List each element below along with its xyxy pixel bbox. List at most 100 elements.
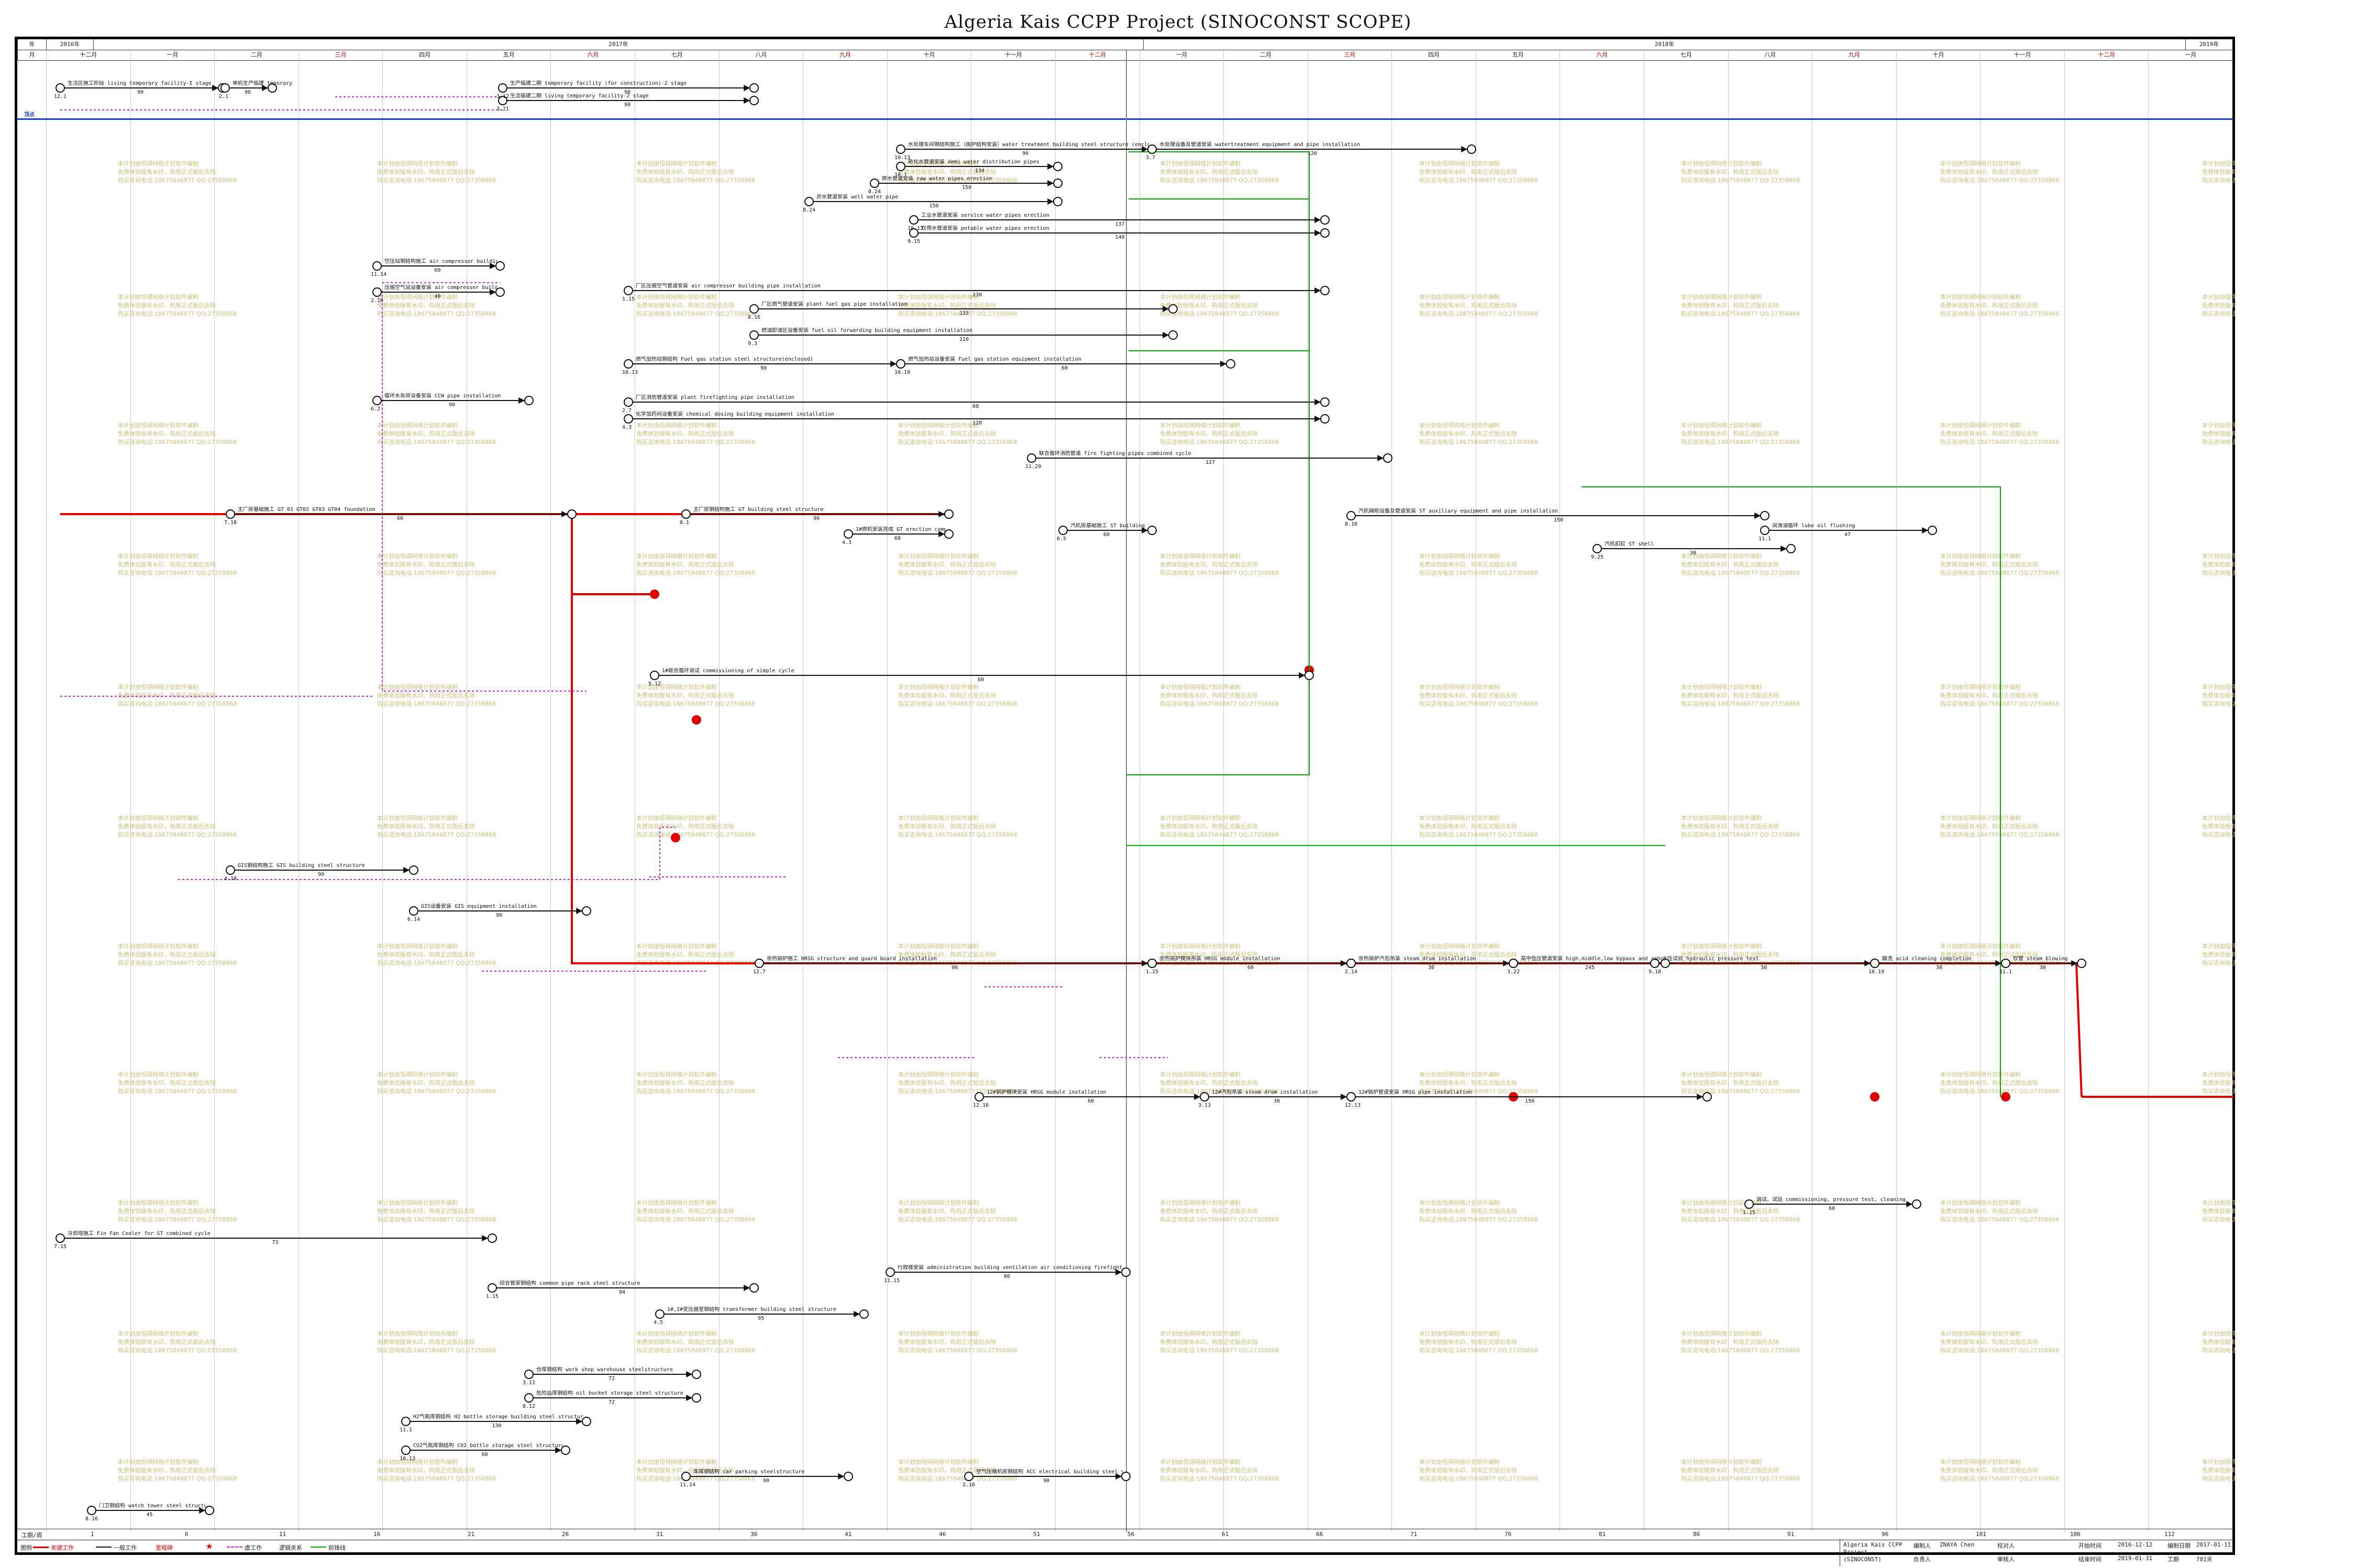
watermark-line: 免费体验版有水印，购用正式版后去除 xyxy=(377,823,475,830)
watermark-line: 购买咨询电话:18675848877 QQ:27358868 xyxy=(898,1088,1017,1095)
watermark-line: 免费体验版有水印，购用正式版后去除 xyxy=(636,1080,734,1086)
watermark-line: 购买咨询电话:18675848877 QQ:27358868 xyxy=(1419,1216,1539,1223)
event-node xyxy=(844,1472,853,1481)
activity-label: 冷却塔施工 Fin Fan Cooler for ST combined cyc… xyxy=(68,1231,211,1237)
event-date: 11.15 xyxy=(884,1278,900,1284)
activity-label: 1#燃机安装完成 GT erection completion xyxy=(856,527,946,532)
watermark-line: 免费体验版有水印，购用正式版后去除 xyxy=(1160,951,1258,958)
watermark-line: 免费体验版有水印，购用正式版后去除 xyxy=(1419,430,1517,437)
watermark-line: 免费体验版有水印，购用正式版后去除 xyxy=(1681,1467,1779,1474)
watermark-block: 本计划由恒得网络计划软件编制免费体验版有水印，购用正式版后去除购买咨询电话:18… xyxy=(118,814,237,839)
make-value: 2017-01-11 xyxy=(2196,1541,2231,1548)
watermark-line: 本计划由恒得网络计划软件编制 xyxy=(1940,422,2021,429)
event-node xyxy=(582,1417,591,1426)
watermark-line: 本计划由恒得网络计划软件编制 xyxy=(118,1459,198,1465)
watermark-block: 本计划由恒得网络计划软件编制免费体验版有水印，购用正式版后去除购买咨询电话:18… xyxy=(1940,293,2059,318)
event-date: 1.15 xyxy=(622,296,635,302)
month-gridline xyxy=(1980,50,1981,1532)
watermark-line: 免费体验版有水印，购用正式版后去除 xyxy=(636,1467,734,1474)
watermark-line: 购买咨询电话:18675848877 QQ:27358868 xyxy=(377,177,496,184)
event-node xyxy=(909,228,919,238)
watermark-line: 免费体验版有水印，购用正式版后去除 xyxy=(118,951,216,958)
watermark-line: 免费体验版有水印，购用正式版后去除 xyxy=(898,951,996,958)
title-block: Algeria Kais CCPP Project (SINOCONST) 编制… xyxy=(1840,1539,2233,1566)
watermark-line: 本计划由恒得网络计划软件编制 xyxy=(1160,1071,1241,1078)
watermark-line: 免费体验版有水印，购用正式版后去除 xyxy=(1681,1080,1779,1086)
watermark-line: 本计划由恒得网络计划软件编制 xyxy=(377,1459,458,1465)
make-label: 编制日期 xyxy=(2167,1542,2191,1549)
week-number: 26 xyxy=(562,1531,569,1538)
event-node xyxy=(1912,1199,1921,1209)
watermark-line: 本计划由恒得网络计划软件编制 xyxy=(118,684,198,691)
owner-label: 负责人 xyxy=(1913,1556,1931,1563)
event-node xyxy=(401,1417,411,1426)
month-gridline xyxy=(718,50,720,1532)
watermark-line: 免费体验版有水印，购用正式版后去除 xyxy=(636,1339,734,1345)
watermark-line: 购买咨询电话:18675848877 QQ:27358868 xyxy=(1940,1347,2060,1354)
month-gridline xyxy=(1728,50,1729,1532)
event-date: 2.16 xyxy=(963,1482,976,1488)
event-node xyxy=(944,509,954,519)
watermark-block: 本计划由恒得网络计划软件编制免费体验版有水印，购用正式版后去除购买咨询电话:18… xyxy=(118,293,237,318)
watermark-block: 本计划由恒得网络计划软件编制免费体验版有水印，购用正式版后去除购买咨询电话:18… xyxy=(1419,552,1538,577)
watermark-block: 本计划由恒得网络计划软件编制免费体验版有水印，购用正式版后去除购买咨询电话:18… xyxy=(377,1071,496,1096)
watermark-line: 免费体验版有水印，购用正式版后去除 xyxy=(1160,430,1258,437)
activity-label: 汽机扣缸 ST shell xyxy=(1605,541,1654,547)
watermark-line: 本计划由恒得网络计划软件编制 xyxy=(636,1071,717,1078)
month-gridline xyxy=(130,50,131,1532)
watermark-block: 本计划由恒得网络计划软件编制免费体验版有水印，购用正式版后去除购买咨询电话:18… xyxy=(1419,1330,1538,1355)
watermark-line: 免费体验版有水印，购用正式版后去除 xyxy=(118,1208,216,1215)
watermark-block: 本计划由恒得网络计划软件编制免费体验版有水印，购用正式版后去除购买咨询电话:18… xyxy=(636,421,755,447)
watermark-line: 购买咨询电话:18675848877 QQ:27358868 xyxy=(1940,831,2060,838)
week-number: 71 xyxy=(1410,1531,1418,1538)
critical-path xyxy=(60,513,2233,1098)
legend-progress-label: 前锋线 xyxy=(328,1544,346,1551)
watermark-line: 购买咨询电话:18675848877 QQ:27358868 xyxy=(1160,570,1279,576)
year-divider-line xyxy=(1126,50,1127,1532)
event-date: 2.7 xyxy=(622,408,632,414)
event-node xyxy=(524,1393,534,1403)
watermark-line: 免费体验版有水印，购用正式版后去除 xyxy=(636,561,734,568)
watermark-block: 本计划由恒得网络计划软件编制免费体验版有水印，购用正式版后去除购买咨询电话:18… xyxy=(898,942,1017,968)
watermark-line: 购买咨询电话:18675848877 QQ:27358868 xyxy=(118,1088,237,1095)
event-date: 4.3 xyxy=(842,540,852,546)
milestone-star-icon: ★ xyxy=(206,1539,213,1552)
watermark-block: 本计划由恒得网络计划软件编制免费体验版有水印，购用正式版后去除购买咨询电话:18… xyxy=(1419,1071,1538,1096)
event-date: 3.12 xyxy=(496,94,510,99)
watermark-line: 免费体验版有水印，购用正式版后去除 xyxy=(898,1339,996,1345)
watermark-line: 购买咨询电话:18675848877 QQ:27358868 xyxy=(118,1216,237,1223)
watermark-line: 免费体验版有水印，购用正式版后去除 xyxy=(1940,302,2038,309)
watermark-line: 购买咨询电话:18675848877 QQ:27358868 xyxy=(1681,1216,1800,1223)
event-node xyxy=(87,1506,96,1515)
watermark-line: 购买咨询电话:18675848877 QQ:27358868 xyxy=(1681,1088,1800,1095)
activity-duration: 30 xyxy=(1428,965,1435,971)
watermark-line: 本计划由恒得网络计划软件编制 xyxy=(636,1459,717,1465)
event-node xyxy=(1027,453,1036,463)
activity-duration: 90 xyxy=(1043,1478,1050,1484)
watermark-block: 本计划由恒得网络计划软件编制免费体验版有水印，购用正式版后去除购买咨询电话:18… xyxy=(636,683,755,708)
event-date: 8.24 xyxy=(868,189,881,195)
watermark-line: 本计划由恒得网络计划软件编制 xyxy=(1419,1459,1500,1465)
month-row-label: 月 xyxy=(17,50,46,60)
watermark-line: 免费体验版有水印，购用正式版后去除 xyxy=(1160,561,1258,568)
event-node xyxy=(624,397,633,407)
activity-duration: 60 xyxy=(1088,1098,1094,1104)
watermark-line: 购买咨询电话:18675848877 QQ:27358868 xyxy=(898,1347,1017,1354)
watermark-line: 本计划由恒得网络计划软件编制 xyxy=(1940,1330,2021,1337)
watermark-line: 购买咨询电话:18675848877 QQ:27358868 xyxy=(1419,310,1539,317)
watermark-line: 购买咨询电话:18675848877 QQ:27358868 xyxy=(1681,1475,1800,1482)
watermark-line: 购买咨询电话:18675848877 QQ:27358868 xyxy=(1160,700,1279,707)
event-node xyxy=(226,865,235,875)
event-node xyxy=(1053,197,1063,206)
event-date: 1.15 xyxy=(1146,969,1159,975)
event-date: 6.2 xyxy=(371,406,381,412)
month-gridline xyxy=(382,50,383,1532)
watermark-line: 本计划由恒得网络计划软件编制 xyxy=(1940,294,2021,301)
activity-label: 行政楼安装 administration building ventilatio… xyxy=(898,1265,1123,1271)
activity-label: 压缩空气站设备安装 air compressor building equipm… xyxy=(384,285,497,291)
activity-duration: 150 xyxy=(929,203,939,209)
month-gridline xyxy=(1559,50,1561,1532)
event-node xyxy=(56,1233,65,1243)
legend-dummy-label: 虚工作 xyxy=(245,1544,262,1551)
watermark-line: 本计划由恒得网络计划软件编制 xyxy=(118,943,198,950)
